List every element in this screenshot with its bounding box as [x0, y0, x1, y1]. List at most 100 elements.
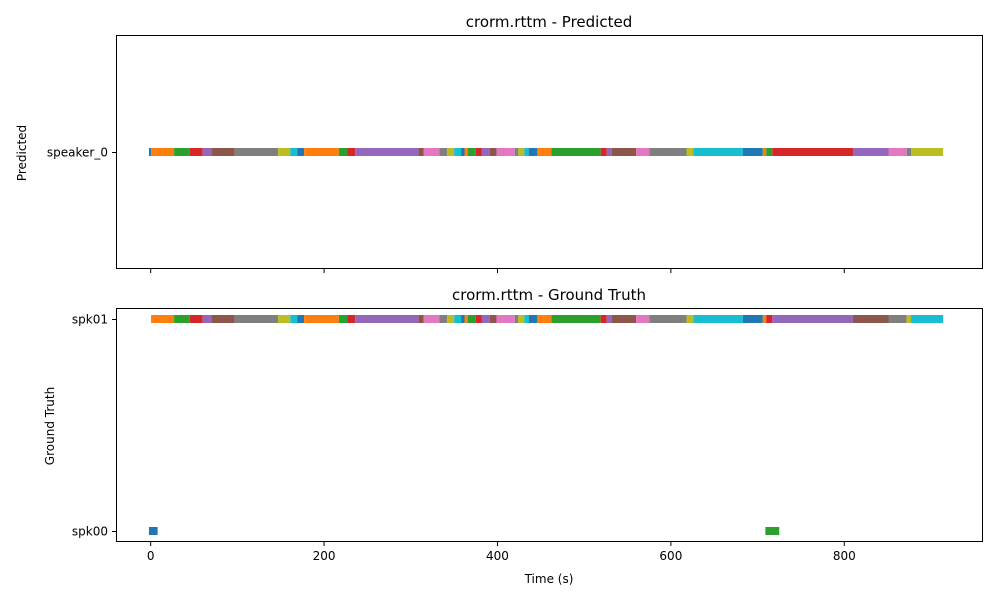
segment-spk01-15: [418, 315, 424, 323]
segment-spk01-10: [297, 315, 305, 323]
segment-speaker_0-14: [418, 148, 424, 156]
segment-spk01-35: [611, 315, 637, 323]
chart-title: crorm.rttm - Ground Truth: [452, 286, 646, 304]
chart-ground-truth: crorm.rttm - Ground Truth Ground Truth T…: [43, 286, 983, 586]
segment-spk01-45: [888, 315, 907, 323]
segment-speaker_0-37: [686, 148, 694, 156]
segment-spk01-30: [528, 315, 538, 323]
y-ticks-group: spk00 spk01: [72, 313, 116, 539]
segment-spk01-32: [551, 315, 601, 323]
segment-speaker_0-15: [423, 148, 440, 156]
segment-speaker_0-18: [454, 148, 462, 156]
y-tick-label-spk00: spk00: [72, 525, 108, 539]
segment-speaker_0-28: [524, 148, 529, 156]
segments-group: [148, 315, 944, 535]
segment-spk01-39: [693, 315, 743, 323]
segment-speaker_0-39: [742, 148, 763, 156]
segment-speaker_0-35: [636, 148, 650, 156]
segment-speaker_0-11: [338, 148, 348, 156]
segment-speaker_0-9: [297, 148, 305, 156]
segment-spk01-26: [496, 315, 515, 323]
segment-speaker_0-38: [693, 148, 743, 156]
segment-spk01-23: [475, 315, 482, 323]
segment-speaker_0-41: [766, 148, 773, 156]
segment-speaker_0-42: [772, 148, 853, 156]
segment-speaker_0-10: [304, 148, 339, 156]
segment-spk00-0: [148, 527, 158, 535]
segment-spk01-47: [911, 315, 944, 323]
segment-speaker_0-29: [528, 148, 538, 156]
segment-spk01-22: [468, 315, 476, 323]
segment-speaker_0-12: [347, 148, 356, 156]
segment-speaker_0-13: [355, 148, 419, 156]
segment-spk01-4: [189, 315, 203, 323]
x-ticks-group: [150, 269, 845, 273]
segment-speaker_0-20: [464, 148, 468, 156]
segment-spk01-34: [606, 315, 612, 323]
segment-speaker_0-0: [148, 148, 152, 156]
segment-spk01-41: [762, 315, 767, 323]
x-tick-label-200: 200: [313, 549, 336, 563]
chart-title: crorm.rttm - Predicted: [466, 13, 632, 31]
plot-frame: [116, 308, 983, 542]
segment-spk01-3: [174, 315, 190, 323]
chart-predicted: crorm.rttm - Predicted Predicted speaker…: [15, 13, 983, 273]
segment-spk01-18: [447, 315, 455, 323]
segment-speaker_0-31: [551, 148, 601, 156]
segment-spk01-5: [202, 315, 212, 323]
segment-spk01-16: [423, 315, 440, 323]
segment-spk01-19: [454, 315, 462, 323]
segment-spk01-27: [514, 315, 519, 323]
y-ticks-group: speaker_0: [47, 146, 116, 160]
segment-spk01-33: [600, 315, 607, 323]
segment-speaker_0-22: [475, 148, 482, 156]
segment-spk01-37: [649, 315, 687, 323]
segment-speaker_0-33: [606, 148, 612, 156]
segment-speaker_0-30: [537, 148, 552, 156]
segment-spk01-25: [489, 315, 497, 323]
segment-spk01-38: [686, 315, 694, 323]
segment-speaker_0-27: [518, 148, 525, 156]
segment-speaker_0-24: [489, 148, 497, 156]
segment-spk01-11: [304, 315, 339, 323]
segment-spk01-12: [338, 315, 348, 323]
segment-spk01-31: [537, 315, 552, 323]
segment-spk01-14: [355, 315, 419, 323]
segment-speaker_0-44: [888, 148, 907, 156]
segment-speaker_0-36: [649, 148, 687, 156]
segment-speaker_0-4: [202, 148, 212, 156]
y-axis-label: Predicted: [15, 125, 29, 181]
segment-speaker_0-2: [174, 148, 190, 156]
segment-spk01-24: [481, 315, 490, 323]
segment-speaker_0-8: [290, 148, 298, 156]
segment-spk01-8: [278, 315, 291, 323]
segment-spk01-7: [234, 315, 279, 323]
segment-speaker_0-23: [481, 148, 490, 156]
segment-spk00-1: [765, 527, 780, 535]
segment-speaker_0-7: [278, 148, 291, 156]
x-tick-label-400: 400: [486, 549, 509, 563]
segment-speaker_0-5: [211, 148, 235, 156]
segment-speaker_0-6: [234, 148, 279, 156]
segment-speaker_0-1: [151, 148, 175, 156]
segment-spk01-29: [524, 315, 529, 323]
x-tick-label-0: 0: [147, 549, 155, 563]
segment-spk01-28: [518, 315, 525, 323]
segment-spk01-17: [439, 315, 448, 323]
y-axis-label: Ground Truth: [43, 387, 57, 465]
segments-group: [148, 148, 944, 156]
segment-spk01-36: [636, 315, 650, 323]
segment-speaker_0-25: [496, 148, 515, 156]
y-tick-label-spk01: spk01: [72, 313, 108, 327]
segment-spk01-44: [852, 315, 889, 323]
segment-spk01-9: [290, 315, 298, 323]
segment-spk01-43: [772, 315, 853, 323]
plot-frame: [116, 35, 983, 269]
segment-speaker_0-3: [189, 148, 203, 156]
segment-spk01-42: [766, 315, 773, 323]
y-tick-label-speaker_0: speaker_0: [47, 146, 108, 160]
segment-speaker_0-43: [852, 148, 889, 156]
segment-speaker_0-19: [461, 148, 465, 156]
